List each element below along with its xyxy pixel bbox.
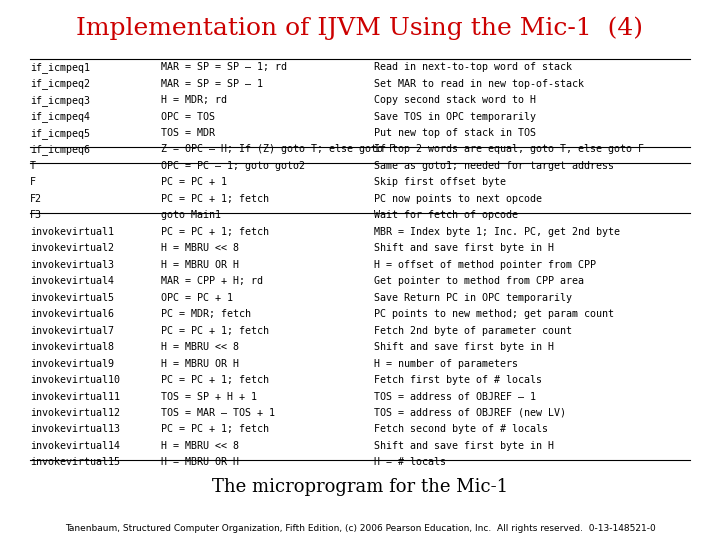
Text: Fetch 2nd byte of parameter count: Fetch 2nd byte of parameter count (374, 326, 572, 336)
Text: invokevirtual6: invokevirtual6 (30, 309, 114, 319)
Text: T: T (30, 161, 36, 171)
Text: H = offset of method pointer from CPP: H = offset of method pointer from CPP (374, 260, 595, 270)
Text: Shift and save first byte in H: Shift and save first byte in H (374, 441, 554, 451)
Text: Implementation of IJVM Using the Mic-1  (4): Implementation of IJVM Using the Mic-1 (… (76, 16, 644, 40)
Text: if_icmpeq3: if_icmpeq3 (30, 95, 90, 106)
Text: invokevirtual10: invokevirtual10 (30, 375, 120, 385)
Text: The microprogram for the Mic-1: The microprogram for the Mic-1 (212, 478, 508, 496)
Text: invokevirtual2: invokevirtual2 (30, 243, 114, 253)
Text: Z = OPC – H; If (Z) goto T; else goto F: Z = OPC – H; If (Z) goto T; else goto F (161, 144, 395, 154)
Text: F2: F2 (30, 194, 42, 204)
Text: Copy second stack word to H: Copy second stack word to H (374, 95, 536, 105)
Text: invokevirtual8: invokevirtual8 (30, 342, 114, 352)
Text: invokevirtual15: invokevirtual15 (30, 457, 120, 468)
Text: Read in next-to-top word of stack: Read in next-to-top word of stack (374, 62, 572, 72)
Text: PC = PC + 1; fetch: PC = PC + 1; fetch (161, 424, 269, 435)
Text: invokevirtual13: invokevirtual13 (30, 424, 120, 435)
Text: invokevirtual9: invokevirtual9 (30, 359, 114, 369)
Text: PC = PC + 1: PC = PC + 1 (161, 177, 227, 187)
Text: H = MBRU OR H: H = MBRU OR H (161, 260, 239, 270)
Text: invokevirtual7: invokevirtual7 (30, 326, 114, 336)
Text: invokevirtual11: invokevirtual11 (30, 392, 120, 402)
Text: Tanenbaum, Structured Computer Organization, Fifth Edition, (c) 2006 Pearson Edu: Tanenbaum, Structured Computer Organizat… (65, 524, 655, 533)
Text: OPC = PC – 1; goto goto2: OPC = PC – 1; goto goto2 (161, 161, 305, 171)
Text: TOS = address of OBJREF (new LV): TOS = address of OBJREF (new LV) (374, 408, 566, 418)
Text: Set MAR to read in new top-of-stack: Set MAR to read in new top-of-stack (374, 78, 584, 89)
Text: invokevirtual5: invokevirtual5 (30, 293, 114, 303)
Text: TOS = MAR – TOS + 1: TOS = MAR – TOS + 1 (161, 408, 275, 418)
Text: TOS = SP + H + 1: TOS = SP + H + 1 (161, 392, 257, 402)
Text: H = MBRU << 8: H = MBRU << 8 (161, 243, 239, 253)
Text: OPC = TOS: OPC = TOS (161, 111, 215, 122)
Text: Skip first offset byte: Skip first offset byte (374, 177, 505, 187)
Text: if_icmpeq2: if_icmpeq2 (30, 78, 90, 90)
Text: invokevirtual14: invokevirtual14 (30, 441, 120, 451)
Text: Shift and save first byte in H: Shift and save first byte in H (374, 243, 554, 253)
Text: PC now points to next opcode: PC now points to next opcode (374, 194, 541, 204)
Text: invokevirtual12: invokevirtual12 (30, 408, 120, 418)
Text: MAR = SP = SP – 1; rd: MAR = SP = SP – 1; rd (161, 62, 287, 72)
Text: invokevirtual1: invokevirtual1 (30, 227, 114, 237)
Text: PC = PC + 1; fetch: PC = PC + 1; fetch (161, 194, 269, 204)
Text: invokevirtual4: invokevirtual4 (30, 276, 114, 286)
Text: Same as goto1; needed for target address: Same as goto1; needed for target address (374, 161, 613, 171)
Text: TOS = MDR: TOS = MDR (161, 128, 215, 138)
Text: PC = PC + 1; fetch: PC = PC + 1; fetch (161, 375, 269, 385)
Text: PC = MDR; fetch: PC = MDR; fetch (161, 309, 251, 319)
Text: MAR = SP = SP – 1: MAR = SP = SP – 1 (161, 78, 263, 89)
Text: F3: F3 (30, 210, 42, 220)
Text: Shift and save first byte in H: Shift and save first byte in H (374, 342, 554, 352)
Text: MBR = Index byte 1; Inc. PC, get 2nd byte: MBR = Index byte 1; Inc. PC, get 2nd byt… (374, 227, 620, 237)
Text: Put new top of stack in TOS: Put new top of stack in TOS (374, 128, 536, 138)
Text: Fetch second byte of # locals: Fetch second byte of # locals (374, 424, 548, 435)
Text: If top 2 words are equal, goto T, else goto F: If top 2 words are equal, goto T, else g… (374, 144, 644, 154)
Text: if_icmpeq5: if_icmpeq5 (30, 128, 90, 139)
Text: PC = PC + 1; fetch: PC = PC + 1; fetch (161, 326, 269, 336)
Text: Save TOS in OPC temporarily: Save TOS in OPC temporarily (374, 111, 536, 122)
Text: OPC = PC + 1: OPC = PC + 1 (161, 293, 233, 303)
Text: F: F (30, 177, 36, 187)
Text: H = MBRU << 8: H = MBRU << 8 (161, 342, 239, 352)
Text: Save Return PC in OPC temporarily: Save Return PC in OPC temporarily (374, 293, 572, 303)
Text: if_icmpeq6: if_icmpeq6 (30, 144, 90, 156)
Text: if_icmpeq1: if_icmpeq1 (30, 62, 90, 73)
Text: PC points to new method; get param count: PC points to new method; get param count (374, 309, 613, 319)
Text: H = MBRU << 8: H = MBRU << 8 (161, 441, 239, 451)
Text: H = MBRU OR H: H = MBRU OR H (161, 457, 239, 468)
Text: H = MDR; rd: H = MDR; rd (161, 95, 227, 105)
Text: Fetch first byte of # locals: Fetch first byte of # locals (374, 375, 541, 385)
Text: PC = PC + 1; fetch: PC = PC + 1; fetch (161, 227, 269, 237)
Text: Wait for fetch of opcode: Wait for fetch of opcode (374, 210, 518, 220)
Text: H = # locals: H = # locals (374, 457, 446, 468)
Text: invokevirtual3: invokevirtual3 (30, 260, 114, 270)
Text: H = MBRU OR H: H = MBRU OR H (161, 359, 239, 369)
Text: MAR = CPP + H; rd: MAR = CPP + H; rd (161, 276, 263, 286)
Text: TOS = address of OBJREF – 1: TOS = address of OBJREF – 1 (374, 392, 536, 402)
Text: Get pointer to method from CPP area: Get pointer to method from CPP area (374, 276, 584, 286)
Text: if_icmpeq4: if_icmpeq4 (30, 111, 90, 123)
Text: H = number of parameters: H = number of parameters (374, 359, 518, 369)
Text: goto Main1: goto Main1 (161, 210, 221, 220)
